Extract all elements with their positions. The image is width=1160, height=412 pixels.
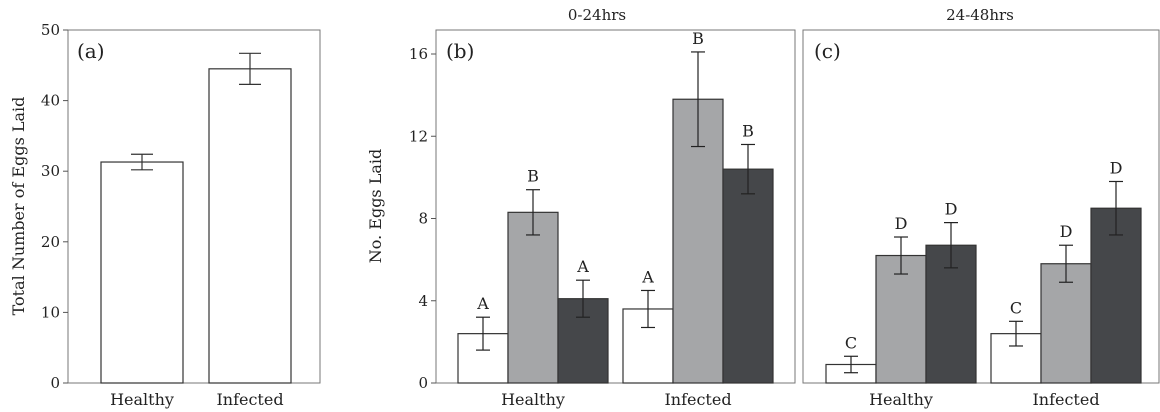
panel-c-significance-letters: C D D C D D (845, 158, 1123, 352)
bar (1040, 263, 1092, 384)
y-tick-label: 50 (41, 21, 60, 39)
bar (100, 161, 184, 384)
panel-a-letter: (a) (77, 39, 105, 63)
category-label: Healthy (501, 390, 565, 409)
bar (1090, 207, 1142, 384)
panel-c-frame (802, 29, 1160, 384)
category-label: Healthy (110, 390, 174, 409)
panel-a-y-ticks: 0 10 20 30 40 50 (41, 21, 68, 392)
panel-a: (a) Total Number of Eggs Laid 0 10 20 30 40 5… (9, 21, 321, 409)
panel-a-bars (100, 68, 292, 384)
category-label: Infected (1032, 390, 1099, 409)
significance-letter: A (641, 267, 654, 286)
panel-a-frame (67, 29, 321, 384)
y-tick-label: 16 (409, 45, 428, 63)
facet-title-b: 0-24hrs (568, 6, 626, 24)
significance-letter: B (742, 121, 754, 140)
y-tick-label: 8 (418, 210, 428, 228)
panel-b: 0-24hrs (b) No. Eggs Laid 0 4 8 12 16 A B A A B B… (366, 6, 796, 409)
panel-c: 24-48hrs (c) C D D C D D Healthy Infected (802, 6, 1160, 409)
significance-letter: D (945, 200, 958, 219)
bar (722, 168, 774, 384)
bar (507, 211, 559, 384)
y-tick-label: 10 (41, 303, 60, 321)
significance-letter: D (1110, 158, 1123, 177)
significance-letter: A (476, 294, 489, 313)
y-tick-label: 20 (41, 233, 60, 251)
significance-letter: D (895, 214, 908, 233)
y-tick-label: 0 (418, 374, 428, 392)
y-tick-label: 12 (409, 127, 428, 145)
panel-a-error-bars (131, 52, 261, 171)
bar (875, 254, 927, 384)
panel-b-bars (457, 98, 774, 384)
panel-b-significance-letters: A B A A B B (476, 29, 754, 313)
y-tick-label: 4 (418, 292, 428, 310)
panel-c-error-bars (844, 180, 1123, 374)
panel-b-frame (435, 29, 796, 384)
significance-letter: B (527, 167, 539, 186)
panel-b-y-axis-label: No. Eggs Laid (366, 149, 385, 264)
significance-letter: D (1060, 222, 1073, 241)
bar (208, 68, 292, 384)
panel-c-letter: (c) (814, 39, 841, 63)
panel-b-letter: (b) (446, 39, 474, 63)
y-tick-label: 0 (50, 374, 60, 392)
facet-title-c: 24-48hrs (946, 6, 1014, 24)
significance-letter: A (576, 257, 589, 276)
panel-a-y-axis-label: Total Number of Eggs Laid (9, 97, 28, 316)
panel-c-bars (825, 207, 1142, 384)
category-label: Infected (216, 390, 283, 409)
category-label: Infected (664, 390, 731, 409)
category-label: Healthy (869, 390, 933, 409)
panel-b-y-ticks: 0 4 8 12 16 (409, 45, 436, 392)
significance-letter: B (692, 29, 704, 48)
panel-c-category-labels: Healthy Infected (869, 390, 1099, 409)
panel-b-error-bars (476, 51, 755, 351)
panel-b-category-labels: Healthy Infected (501, 390, 731, 409)
significance-letter: C (1010, 298, 1022, 317)
y-tick-label: 40 (41, 92, 60, 110)
panel-a-category-labels: Healthy Infected (110, 390, 283, 409)
y-tick-label: 30 (41, 162, 60, 180)
significance-letter: C (845, 333, 857, 352)
